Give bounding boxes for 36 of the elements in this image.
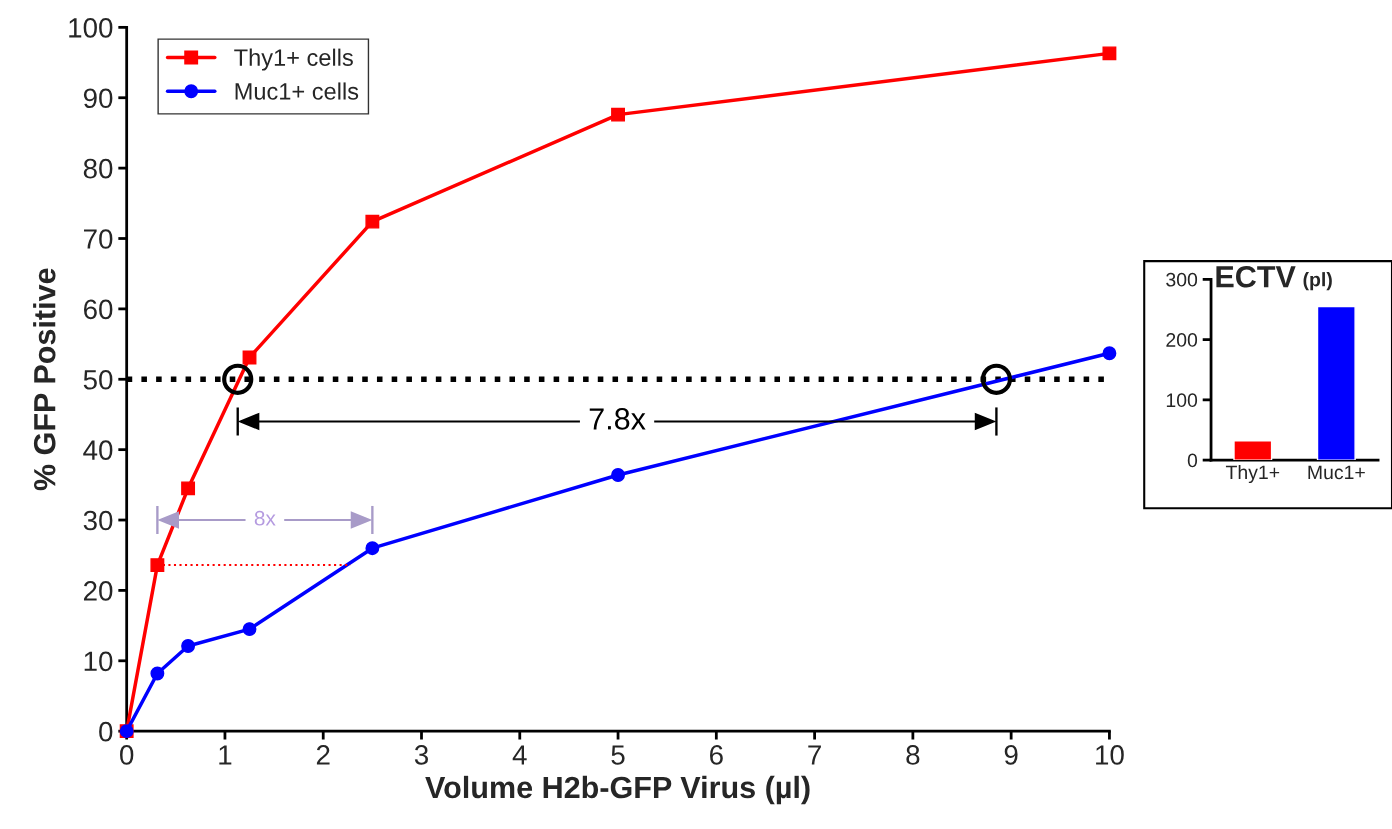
y-tick-label: 70 xyxy=(84,229,113,249)
y-tick-label: 30 xyxy=(83,510,113,531)
y-tick-label: 0 xyxy=(99,721,113,742)
x-tick-label: 9 xyxy=(1004,745,1018,765)
x-tick-label: 10 xyxy=(1096,745,1124,765)
y-tick-label: 300 xyxy=(1166,272,1198,287)
y-tick-label: 100 xyxy=(1166,393,1198,408)
y-tick-label: 0 xyxy=(1187,453,1198,468)
x-tick-label: 4 xyxy=(512,745,527,765)
annotation: 7.8x xyxy=(589,408,646,430)
x-tick-label: 6 xyxy=(710,745,723,765)
x-tick-label: Muc1+ xyxy=(1308,465,1365,480)
legend-label: Thy1+ cells xyxy=(234,48,353,71)
x-tick-label: 7 xyxy=(808,745,821,765)
y-tick-label: 200 xyxy=(1166,333,1198,347)
y-tick-label: 40 xyxy=(83,440,113,460)
x-tick-label: 0 xyxy=(120,745,134,765)
y-tick-label: 80 xyxy=(83,158,113,179)
x-tick-label: 3 xyxy=(414,745,428,765)
y-tick-label: 50 xyxy=(83,369,113,390)
x-axis-title: Volume H2b-GFP Virus (µl) xyxy=(425,775,810,805)
y-tick-label: 100 xyxy=(69,18,113,38)
y-tick-label: 90 xyxy=(83,88,113,109)
annotation: 8x xyxy=(254,510,276,526)
y-axis-title: % GFP Positive xyxy=(33,268,56,491)
x-tick-label: Thy1+ xyxy=(1225,464,1280,484)
legend-label: Muc1+ cells xyxy=(235,82,359,100)
x-tick-label: 5 xyxy=(611,745,625,765)
x-tick-label: 2 xyxy=(316,745,330,765)
y-tick-label: 10 xyxy=(84,651,113,672)
x-tick-label: 1 xyxy=(219,745,232,765)
y-tick-label: 60 xyxy=(83,299,113,320)
y-tick-label: 20 xyxy=(83,581,113,601)
chart-subtitle: (pl) xyxy=(1303,272,1332,291)
x-tick-label: 8 xyxy=(906,745,920,765)
chart-title: ECTV xyxy=(1216,265,1296,288)
